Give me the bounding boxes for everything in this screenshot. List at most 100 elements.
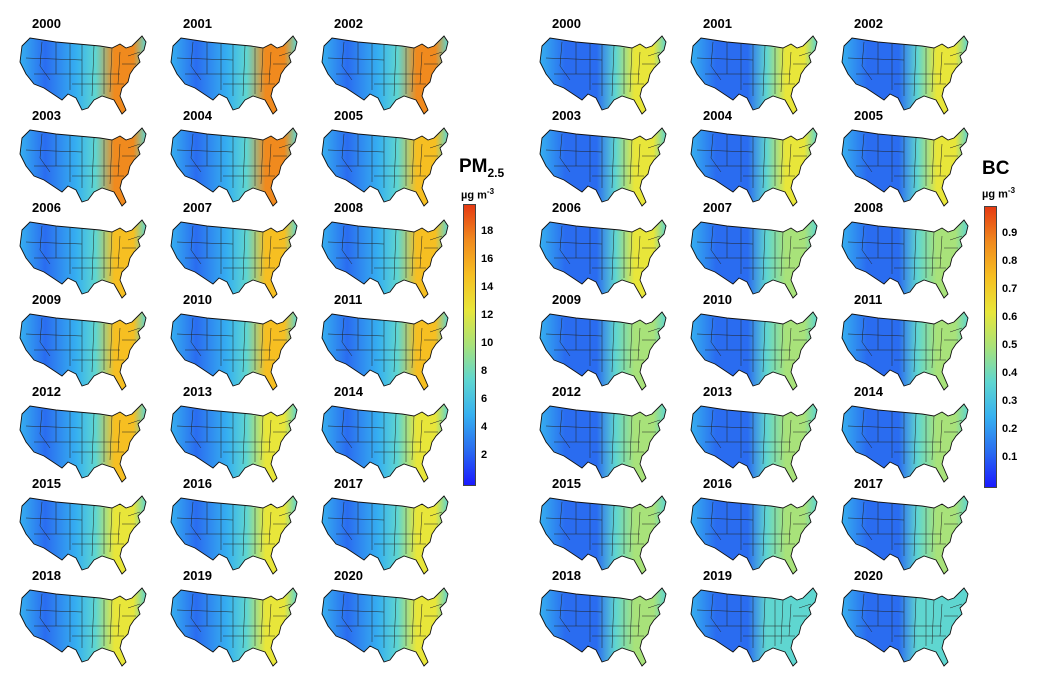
map-pm25-2006: 2006 [12, 200, 152, 299]
map-pm25-2007: 2007 [163, 200, 303, 299]
us-map-icon [841, 127, 969, 207]
tick-label: 2 [481, 449, 488, 461]
year-label: 2003 [552, 108, 581, 123]
map-bc-2006: 2006 [532, 200, 672, 299]
year-label: 2006 [552, 200, 581, 215]
us-map-icon [539, 587, 667, 667]
year-label: 2008 [854, 200, 883, 215]
bc-legend: BC µg m-3 0.9 0.8 0.7 0.6 0.5 0.4 0.3 0.2 0.1 [978, 150, 1040, 490]
map-bc-2016: 2016 [683, 476, 823, 575]
map-bc-2014: 2014 [834, 384, 974, 483]
year-label: 2000 [552, 16, 581, 31]
us-map-icon [690, 495, 818, 575]
year-label: 2013 [703, 384, 732, 399]
map-pm25-2015: 2015 [12, 476, 152, 575]
map-pm25-2017: 2017 [314, 476, 454, 575]
year-label: 2014 [854, 384, 883, 399]
map-pm25-2009: 2009 [12, 292, 152, 391]
us-map-icon [841, 587, 969, 667]
map-bc-2013: 2013 [683, 384, 823, 483]
tick-label: 4 [481, 421, 488, 433]
us-map-icon [321, 403, 449, 483]
pm25-legend: PM2.5 µg m-3 18 16 14 12 10 8 6 4 2 [455, 150, 525, 490]
tick-label: 0.7 [1002, 283, 1018, 295]
us-map-icon [841, 35, 969, 115]
us-map-icon [321, 35, 449, 115]
year-label: 2009 [32, 292, 61, 307]
us-map-icon [170, 403, 298, 483]
tick-label: 10 [481, 337, 494, 349]
map-bc-2018: 2018 [532, 568, 672, 667]
year-label: 2001 [703, 16, 732, 31]
us-map-icon [321, 311, 449, 391]
year-label: 2000 [32, 16, 61, 31]
year-label: 2003 [32, 108, 61, 123]
year-label: 2002 [854, 16, 883, 31]
map-pm25-2013: 2013 [163, 384, 303, 483]
map-pm25-2000: 2000 [12, 16, 152, 115]
map-bc-2019: 2019 [683, 568, 823, 667]
us-map-icon [19, 403, 147, 483]
year-label: 2004 [703, 108, 732, 123]
year-label: 2002 [334, 16, 363, 31]
year-label: 2017 [334, 476, 363, 491]
year-label: 2015 [32, 476, 61, 491]
pm25-panel: 2000 2001 2002 2003 2004 2005 2006 2007 2008 2009… [0, 0, 520, 676]
year-label: 2012 [552, 384, 581, 399]
year-label: 2015 [552, 476, 581, 491]
tick-label: 6 [481, 393, 488, 405]
us-map-icon [321, 495, 449, 575]
bc-legend-unit: µg m-3 [982, 186, 1016, 201]
us-map-icon [170, 495, 298, 575]
tick-label: 18 [481, 225, 494, 237]
map-pm25-2019: 2019 [163, 568, 303, 667]
map-pm25-2016: 2016 [163, 476, 303, 575]
us-map-icon [170, 311, 298, 391]
us-map-icon [170, 587, 298, 667]
tick-label: 12 [481, 309, 494, 321]
map-pm25-2011: 2011 [314, 292, 454, 391]
bc-panel: 2000 2001 2002 2003 2004 2005 2006 2007 2008 2009… [520, 0, 1041, 676]
map-pm25-2020: 2020 [314, 568, 454, 667]
map-pm25-2002: 2002 [314, 16, 454, 115]
us-map-icon [19, 587, 147, 667]
us-map-icon [841, 219, 969, 299]
tick-label: 14 [481, 281, 494, 293]
map-bc-2020: 2020 [834, 568, 974, 667]
map-pm25-2014: 2014 [314, 384, 454, 483]
us-map-icon [690, 127, 818, 207]
us-map-icon [19, 35, 147, 115]
year-label: 2005 [854, 108, 883, 123]
map-pm25-2012: 2012 [12, 384, 152, 483]
us-map-icon [690, 219, 818, 299]
year-label: 2008 [334, 200, 363, 215]
year-label: 2018 [552, 568, 581, 583]
tick-label: 0.5 [1002, 339, 1018, 351]
map-pm25-2008: 2008 [314, 200, 454, 299]
year-label: 2019 [703, 568, 732, 583]
map-pm25-2018: 2018 [12, 568, 152, 667]
us-map-icon [539, 495, 667, 575]
tick-label: 0.2 [1002, 423, 1018, 435]
pm25-colorbar [463, 204, 476, 486]
year-label: 2013 [183, 384, 212, 399]
map-bc-2017: 2017 [834, 476, 974, 575]
us-map-icon [539, 311, 667, 391]
us-map-icon [690, 403, 818, 483]
tick-label: 0.6 [1002, 311, 1018, 323]
tick-label: 0.3 [1002, 395, 1018, 407]
map-bc-2011: 2011 [834, 292, 974, 391]
tick-label: 0.8 [1002, 255, 1018, 267]
map-pm25-2001: 2001 [163, 16, 303, 115]
us-map-icon [170, 127, 298, 207]
year-label: 2016 [703, 476, 732, 491]
tick-label: 16 [481, 253, 494, 265]
year-label: 2007 [183, 200, 212, 215]
map-bc-2010: 2010 [683, 292, 823, 391]
year-label: 2012 [32, 384, 61, 399]
us-map-icon [19, 219, 147, 299]
us-map-icon [539, 127, 667, 207]
pm25-legend-title: PM2.5 [459, 156, 505, 180]
us-map-icon [690, 311, 818, 391]
us-map-icon [321, 587, 449, 667]
